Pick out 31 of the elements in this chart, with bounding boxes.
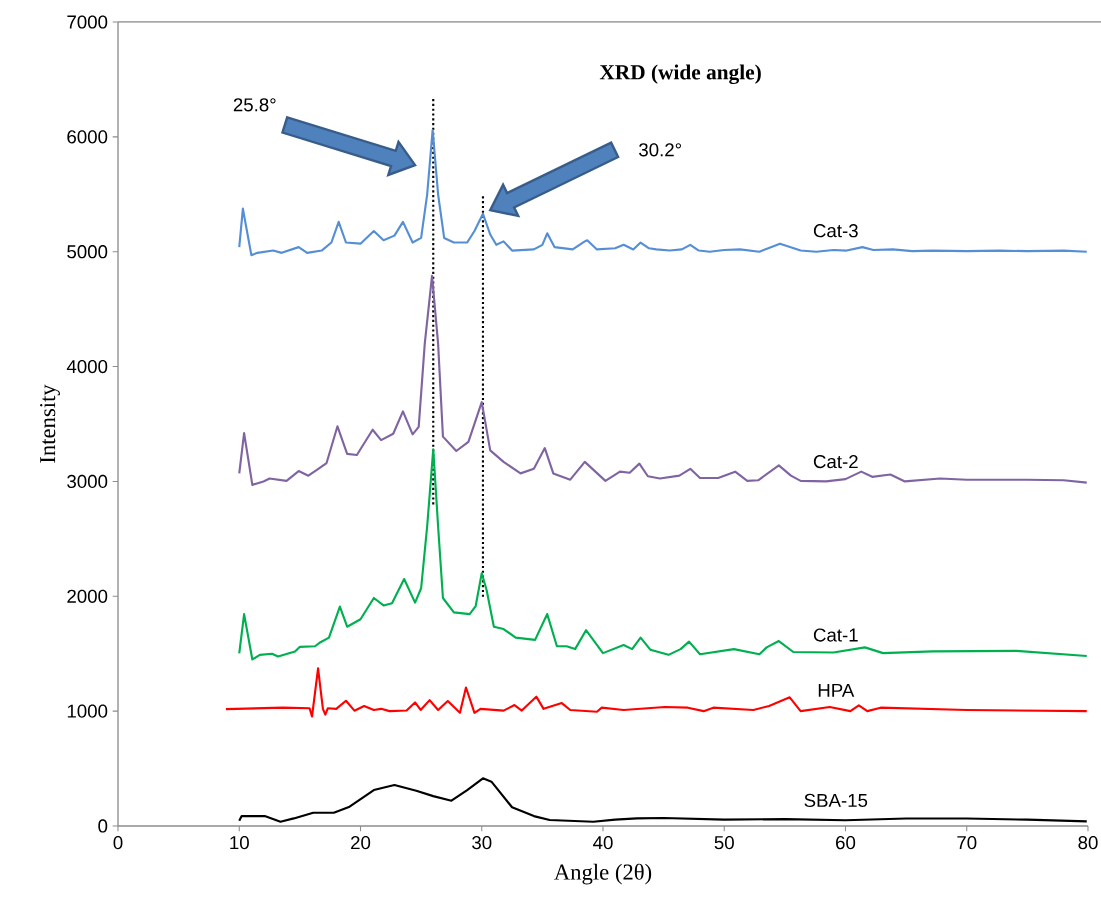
y-tick-label: 3000 (67, 474, 108, 489)
x-tick-label: 70 (957, 836, 977, 850)
y-tick-label: 7000 (67, 15, 108, 29)
x-tick-label: 10 (230, 836, 249, 850)
y-tick-label: 6000 (67, 130, 108, 144)
x-tick-label: 30 (472, 836, 492, 850)
series-label: SBA-15 (804, 793, 868, 808)
x-tick-label: 40 (593, 836, 613, 850)
annotation: 25.8° (233, 98, 276, 112)
series-label: Cat-3 (813, 224, 858, 238)
text: XRD (wide angle) (599, 64, 761, 85)
series-label: Cat-1 (813, 628, 858, 642)
x-axis-title: Angle (2θ) (554, 863, 652, 885)
y-axis-title: Intensity (40, 384, 60, 463)
series-label: Cat-2 (813, 454, 858, 469)
series-label: HPA (818, 683, 855, 697)
y-tick-label: 1000 (67, 704, 108, 718)
y-tick-label: 2000 (67, 589, 108, 603)
annotation: 30.2° (639, 143, 681, 157)
x-tick-label: 80 (1078, 836, 1098, 850)
x-tick-label: 50 (714, 836, 734, 850)
x-tick-label: 20 (351, 836, 371, 850)
line-series (238, 777, 1088, 823)
y-tick-label: 5000 (67, 245, 108, 259)
line-series (238, 128, 1088, 257)
x-tick-label: 0 (113, 836, 123, 850)
line-series (224, 667, 1088, 718)
y-tick-label: 0 (98, 819, 108, 833)
y-tick-label: 4000 (66, 359, 108, 374)
line-series (238, 448, 1088, 661)
x-tick-label: 60 (836, 836, 856, 850)
